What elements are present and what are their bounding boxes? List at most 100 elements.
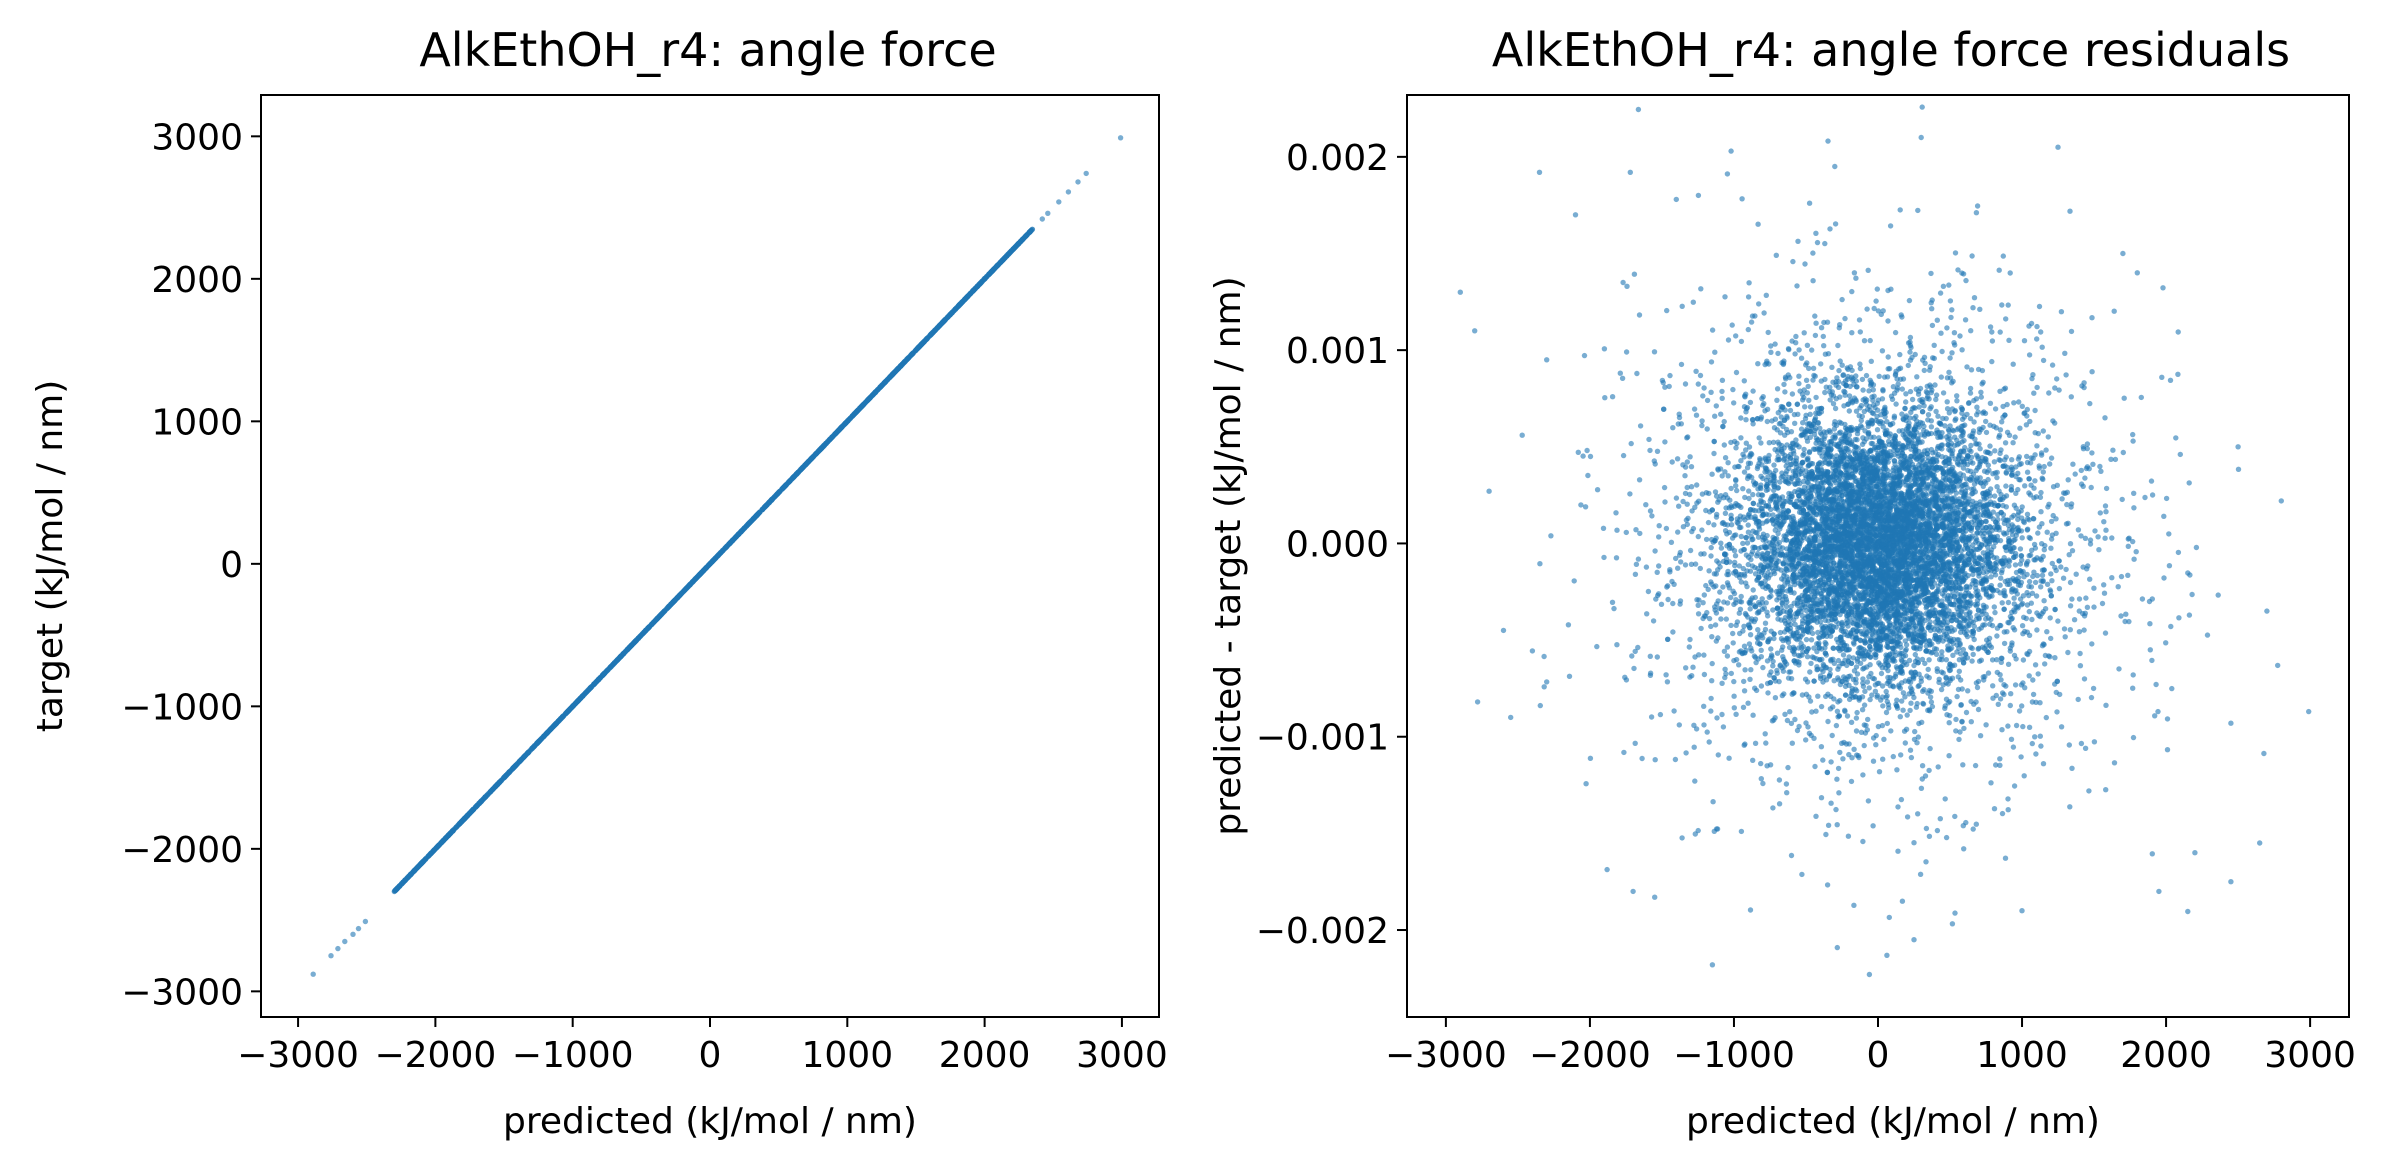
data-point [675,593,682,600]
data-point [970,288,976,294]
data-point [1075,179,1081,185]
data-point [638,633,644,639]
data-point [596,676,602,682]
data-point [2029,616,2035,623]
data-point [517,758,523,764]
data-point [545,729,551,735]
data-point [1709,471,1715,477]
y-tick-label: −2000 [121,830,243,871]
data-point [821,442,828,448]
chart-angle-force: AlkEthOH_r4: angle force −3000 −2000 −1000… [30,23,1168,1142]
data-point [1883,688,1889,695]
data-point [310,971,316,977]
data-point [1978,394,1985,400]
data-point [601,671,607,677]
data-point [438,840,444,846]
data-point [1928,424,1935,430]
data-point [342,938,348,945]
data-point [567,706,573,712]
data-point [664,606,670,612]
data-point [704,564,710,570]
data-point [2019,703,2025,709]
chart-1-y-axis-label: target (kJ/mol / nm) [30,380,71,733]
data-point [1768,646,1774,652]
data-point [511,764,517,770]
data-point [653,616,660,623]
data-point [785,479,792,486]
data-point [1002,254,1008,261]
data-point [1016,240,1022,246]
data-point [1907,707,1913,714]
data-point [1718,545,1725,551]
x-tick-label: 3000 [1076,1035,1168,1076]
data-point [986,271,992,277]
data-point [966,292,972,298]
x-tick-label: −3000 [237,1035,359,1076]
data-point [1747,399,1754,406]
data-point [940,319,946,325]
data-point [579,693,585,700]
data-point [1881,736,1887,742]
data-point [816,447,823,453]
data-point [608,663,614,670]
x-tick-label: 0 [699,1035,722,1076]
data-point [1997,582,2003,588]
data-point [1083,170,1089,177]
data-point [1969,658,1975,664]
data-point [482,794,488,801]
data-point [893,367,899,374]
data-point [2063,566,2069,573]
data-point [1721,442,1728,448]
data-point [1045,210,1051,216]
data-point [502,773,509,779]
data-point [540,734,547,740]
data-point [743,523,750,529]
data-point [522,753,528,759]
y-tick-label: 1000 [151,402,243,443]
data-point [496,780,502,786]
data-point [735,531,742,538]
data-point [1027,229,1033,235]
data-point [1806,397,1812,403]
data-point [2041,463,2047,470]
data-point [878,383,884,390]
data-point [1039,216,1046,222]
data-point [1926,657,1932,663]
data-point [1056,199,1062,205]
chart-1-title: AlkEthOH_r4: angle force [419,23,996,77]
data-point [2084,604,2091,610]
data-point [2015,486,2021,493]
data-point [958,300,964,307]
y-tick-label: −1000 [121,687,243,728]
data-point [682,586,688,593]
data-point [1781,381,1787,388]
data-point [977,281,983,287]
data-point [882,378,889,385]
data-point [427,851,433,857]
data-point [872,390,878,396]
data-point [630,640,636,647]
data-point [993,264,999,270]
y-tick-label: 2000 [151,260,243,301]
data-point [621,650,627,656]
data-point [1732,553,1739,559]
data-point [350,931,356,937]
data-point [328,953,334,959]
data-point [917,343,923,349]
chart-2-title: AlkEthOH_r4: angle force residuals [1492,23,2290,77]
data-point [1832,405,1839,412]
data-point [953,305,960,311]
y-tick-label: 0 [220,545,243,586]
data-point [1698,625,1704,632]
data-point [449,829,455,835]
data-point [997,259,1004,266]
data-point [362,918,369,925]
data-point [589,683,595,689]
data-point [792,473,798,479]
data-point [574,698,581,705]
data-point [672,597,678,603]
data-point [864,397,870,404]
data-point [415,864,421,870]
data-point [949,310,955,316]
